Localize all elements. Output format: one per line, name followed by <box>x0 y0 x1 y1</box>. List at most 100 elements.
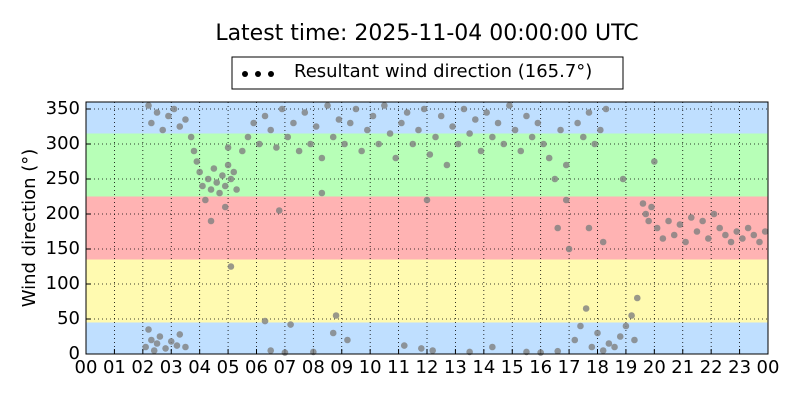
data-point <box>148 119 155 127</box>
data-point <box>295 147 303 155</box>
plot-frame <box>85 101 769 355</box>
data-point <box>597 126 604 134</box>
data-point <box>460 105 468 113</box>
x-tick-label: 22 <box>700 357 723 378</box>
data-point <box>213 179 221 186</box>
legend-marker <box>255 71 261 77</box>
data-point <box>352 105 360 113</box>
data-point <box>244 133 252 141</box>
data-point <box>489 133 496 141</box>
data-point <box>585 109 593 116</box>
data-point <box>705 235 712 242</box>
data-point <box>381 102 388 109</box>
y-tick-label: 200 <box>46 203 80 224</box>
data-point <box>710 210 718 218</box>
data-point <box>318 154 326 162</box>
data-point <box>196 168 203 176</box>
data-point <box>602 105 610 113</box>
x-tick-label: 17 <box>558 357 581 378</box>
data-point <box>238 147 246 155</box>
x-tick-label: 20 <box>643 357 666 378</box>
data-point <box>210 165 218 172</box>
data-point <box>653 224 661 232</box>
data-point <box>287 321 294 328</box>
data-point <box>477 147 485 155</box>
data-point <box>145 326 152 333</box>
data-point <box>540 140 547 148</box>
data-point <box>173 342 181 349</box>
data-point <box>267 347 275 354</box>
data-point <box>670 231 678 239</box>
y-tick-label: 250 <box>46 168 80 189</box>
x-tick-label: 09 <box>330 357 353 378</box>
data-point <box>400 342 408 349</box>
data-point <box>167 338 175 345</box>
y-tick-label: 100 <box>46 273 80 294</box>
data-point <box>190 147 198 155</box>
data-point <box>207 217 215 225</box>
data-point <box>599 238 607 246</box>
data-point <box>591 140 598 148</box>
data-point <box>699 217 706 225</box>
data-point <box>574 119 581 127</box>
data-point <box>199 182 206 190</box>
data-point <box>611 343 618 351</box>
data-point <box>622 322 630 330</box>
data-point <box>565 245 573 253</box>
data-point <box>645 217 652 225</box>
data-point <box>437 112 445 120</box>
data-point <box>665 217 672 225</box>
data-point <box>619 175 627 183</box>
data-point <box>224 144 232 151</box>
data-point <box>659 235 667 242</box>
data-point <box>275 207 283 214</box>
data-point <box>207 186 215 193</box>
data-point <box>466 130 473 137</box>
data-point <box>227 175 235 183</box>
data-point <box>616 333 624 340</box>
data-point <box>204 175 212 183</box>
data-point <box>716 224 723 232</box>
y-tick-label: 350 <box>46 98 80 119</box>
data-point <box>224 161 232 169</box>
data-point <box>687 214 695 221</box>
x-tick-label: 00 <box>75 357 98 378</box>
data-point <box>341 140 348 148</box>
x-tick-label: 07 <box>273 357 296 378</box>
data-point <box>142 343 149 351</box>
data-point <box>750 231 758 239</box>
data-point <box>165 112 172 120</box>
data-point <box>256 140 263 148</box>
data-point <box>528 133 536 141</box>
data-point <box>489 343 496 351</box>
data-point <box>605 340 613 347</box>
legend-box <box>231 56 624 90</box>
x-tick-label: 01 <box>103 357 126 378</box>
data-point <box>176 331 184 338</box>
data-point <box>329 329 337 337</box>
data-point <box>562 196 570 204</box>
data-point <box>153 109 161 116</box>
x-tick-label: 11 <box>387 357 410 378</box>
data-point <box>409 140 417 148</box>
data-point <box>676 221 684 228</box>
data-point <box>494 119 502 127</box>
data-point <box>423 196 431 204</box>
data-point <box>571 336 579 344</box>
data-point <box>588 343 596 351</box>
data-point <box>579 133 587 141</box>
data-point <box>284 133 292 141</box>
data-point <box>443 161 451 169</box>
data-point <box>153 340 161 347</box>
chart-title: Latest time: 2025-11-04 00:00:00 UTC <box>215 21 638 46</box>
data-point <box>182 343 189 351</box>
data-point <box>346 119 354 127</box>
x-tick-label: 19 <box>614 357 637 378</box>
data-point <box>170 105 178 113</box>
data-point <box>398 119 405 127</box>
data-point <box>202 196 209 204</box>
data-point <box>756 238 763 246</box>
data-point <box>324 102 331 109</box>
